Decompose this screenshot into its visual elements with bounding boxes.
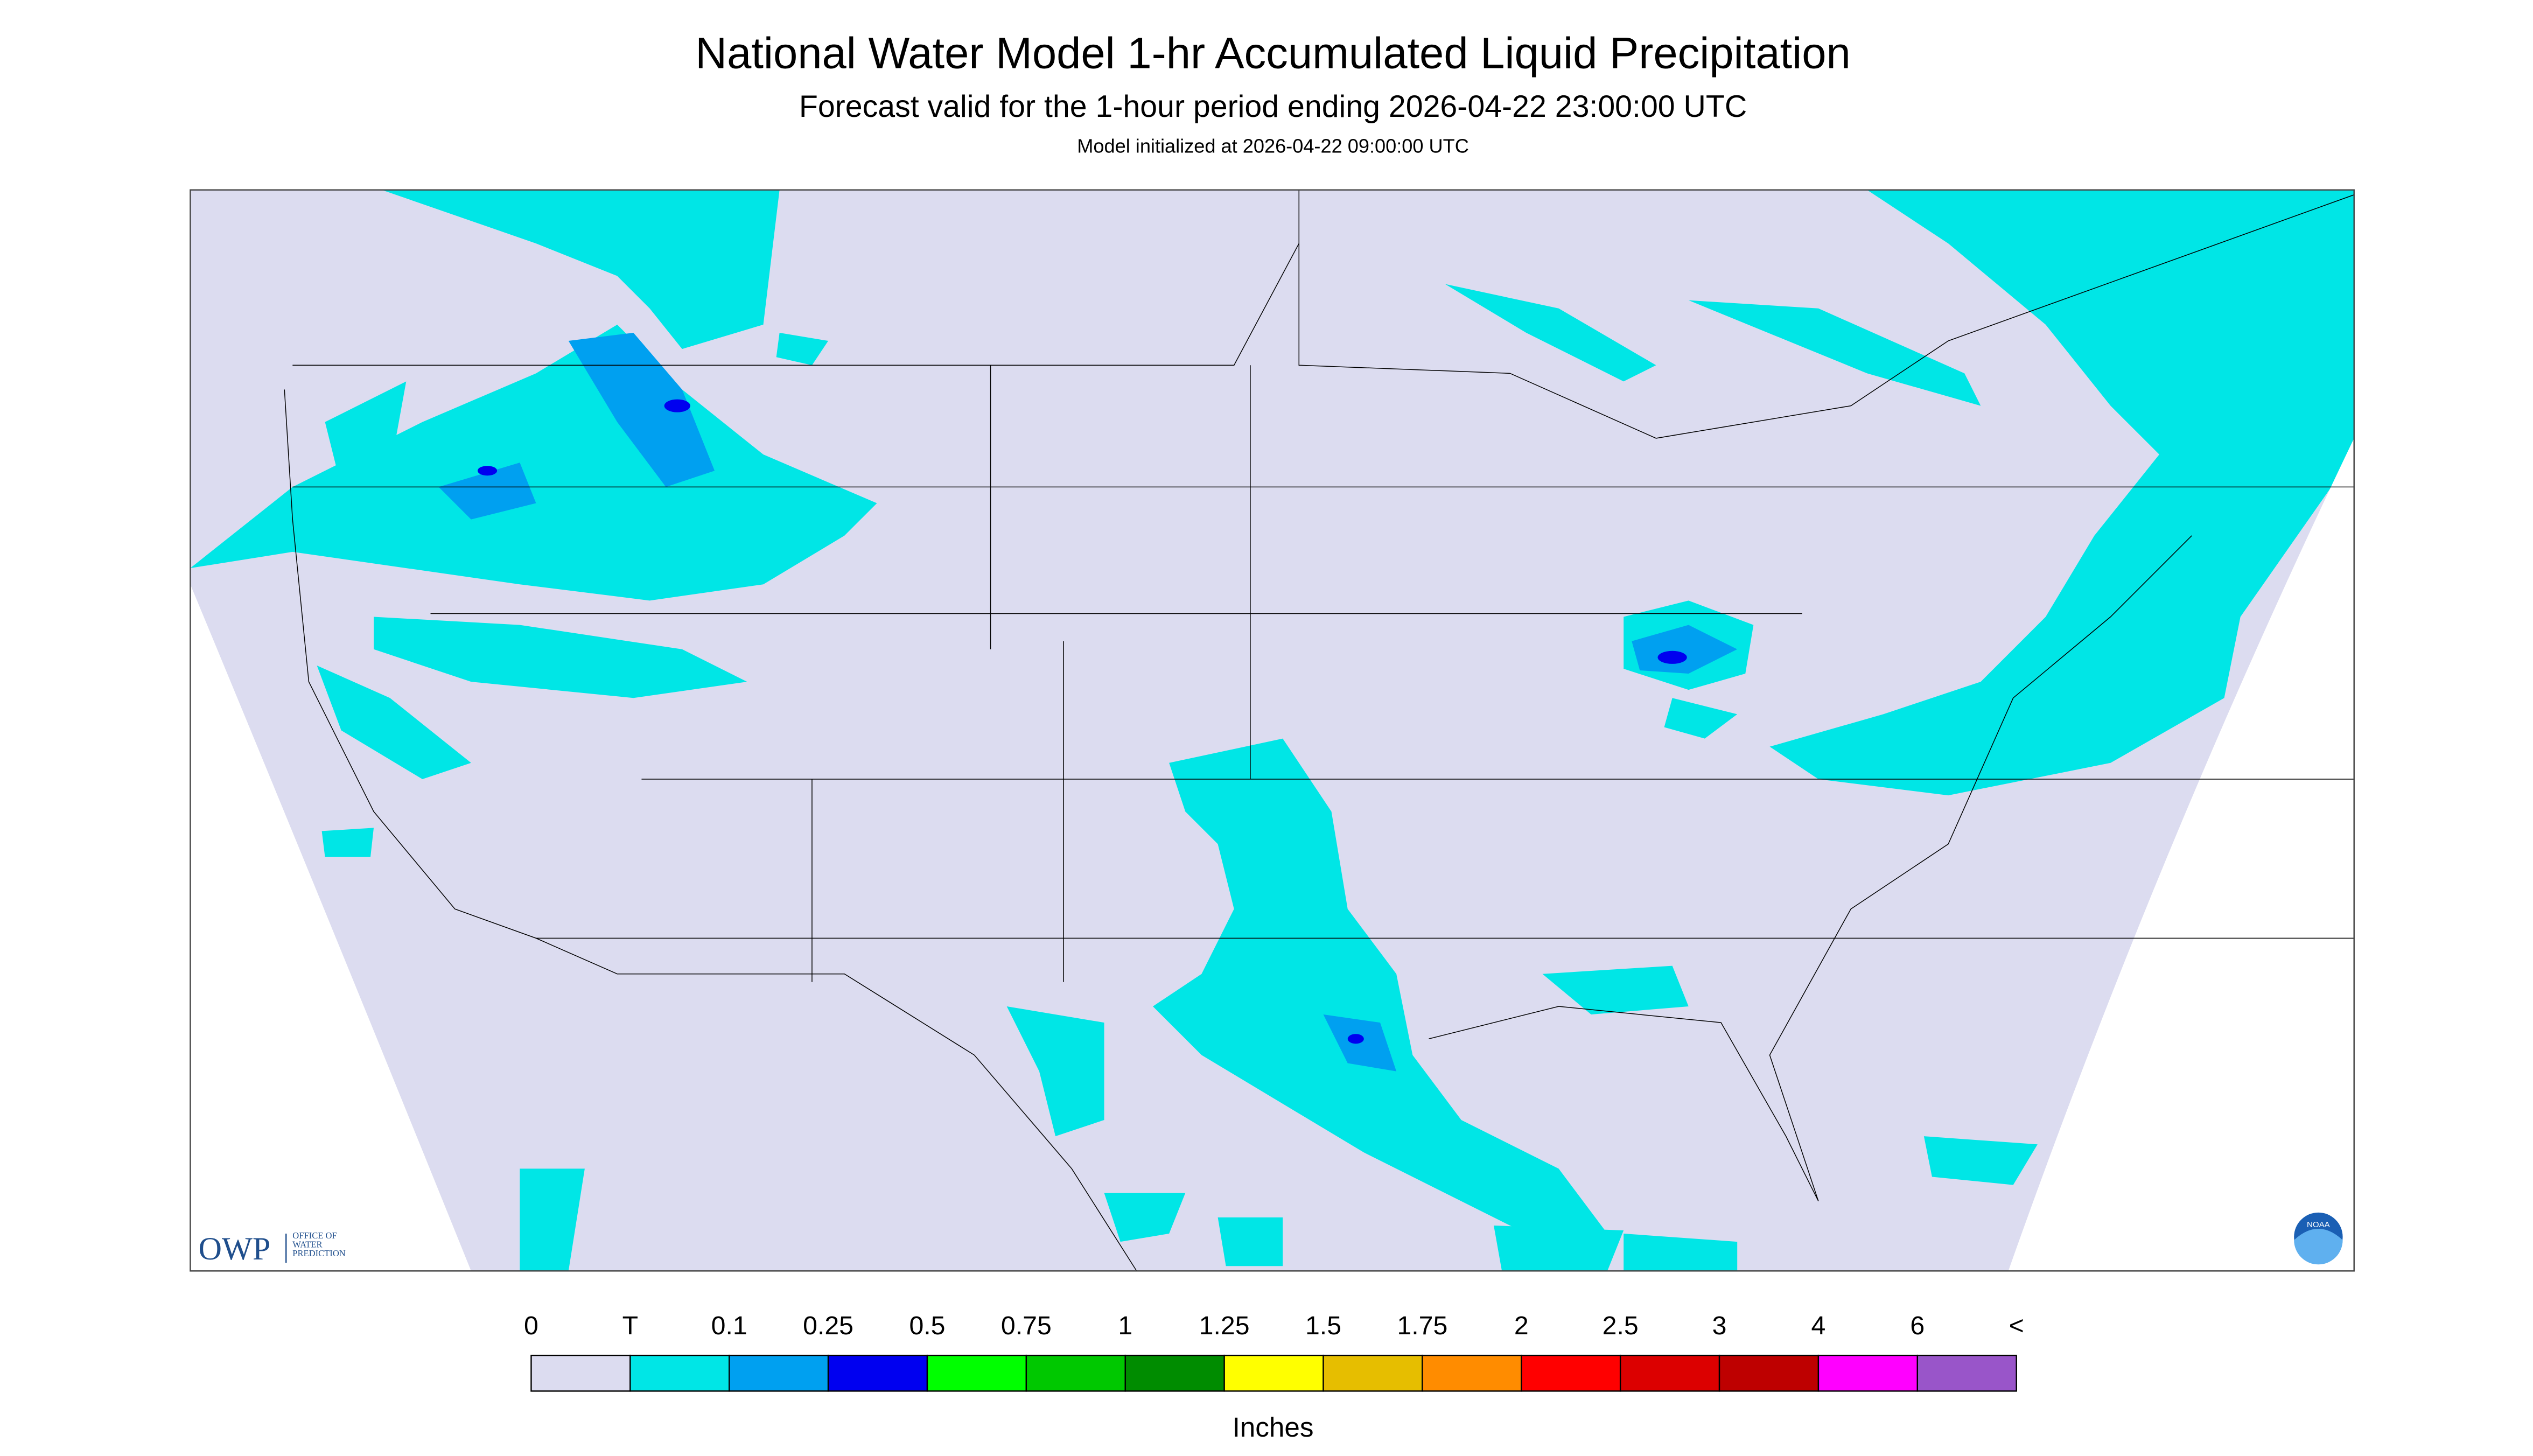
noaa-label: NOAA: [2307, 1220, 2331, 1229]
legend-label: 0.5: [909, 1311, 945, 1340]
legend-label: 6: [1910, 1311, 1925, 1340]
legend-swatch: [1323, 1354, 1423, 1392]
legend-label: 0.25: [803, 1311, 853, 1340]
legend-swatch: [1025, 1354, 1126, 1392]
legend-label: <: [2009, 1311, 2024, 1340]
init-note: Model initialized at 2026-04-22 09:00:00…: [1077, 135, 1469, 157]
legend-swatch: [1521, 1354, 1621, 1392]
legend-swatch: [1124, 1354, 1225, 1392]
legend-swatch: [827, 1354, 928, 1392]
logo-line: OFFICE OF: [292, 1230, 337, 1241]
logo-acronym: OWP: [198, 1231, 270, 1267]
legend-swatch: [1223, 1354, 1324, 1392]
legend-label: 1.75: [1397, 1311, 1447, 1340]
precip-light: [190, 190, 2354, 1271]
legend-swatch: [728, 1354, 829, 1392]
subtitle: Forecast valid for the 1-hour period end…: [799, 89, 1747, 124]
map-frame: [190, 189, 2355, 1272]
legend: 0 T 0.1 0.25 0.5 0.75 1 1.25 1.5 1.75 2 2.5 3 4 6 <: [524, 1311, 2024, 1392]
legend-label: 3: [1712, 1311, 1727, 1340]
legend-label: 1.25: [1199, 1311, 1250, 1340]
logo-line: PREDICTION: [292, 1248, 345, 1258]
legend-swatch: [1619, 1354, 1720, 1392]
title: National Water Model 1-hr Accumulated Li…: [695, 29, 1850, 78]
legend-label: 0: [524, 1311, 538, 1340]
noaa-badge-wave: [2294, 1228, 2343, 1265]
legend-label: 1: [1118, 1311, 1132, 1340]
legend-swatch: [530, 1354, 631, 1392]
legend-label: 0.75: [1001, 1311, 1052, 1340]
legend-label: 0.1: [711, 1311, 747, 1340]
logo-line: WATER: [292, 1240, 323, 1250]
legend-label: T: [622, 1311, 638, 1340]
legend-swatch: [1718, 1354, 1820, 1392]
legend-swatch: [629, 1354, 730, 1392]
legend-swatch: [926, 1354, 1027, 1392]
boundaries: [284, 190, 2354, 1271]
legend-units: Inches: [1233, 1412, 1314, 1443]
legend-swatch: [1916, 1354, 2017, 1392]
legend-label: 4: [1811, 1311, 1826, 1340]
legend-label: 2: [1514, 1311, 1529, 1340]
legend-swatch: [1422, 1354, 1522, 1392]
legend-label: 2.5: [1603, 1311, 1639, 1340]
legend-label: 1.5: [1305, 1311, 1341, 1340]
legend-swatch: [1817, 1354, 1919, 1392]
precip-heavy: [477, 399, 1687, 1044]
